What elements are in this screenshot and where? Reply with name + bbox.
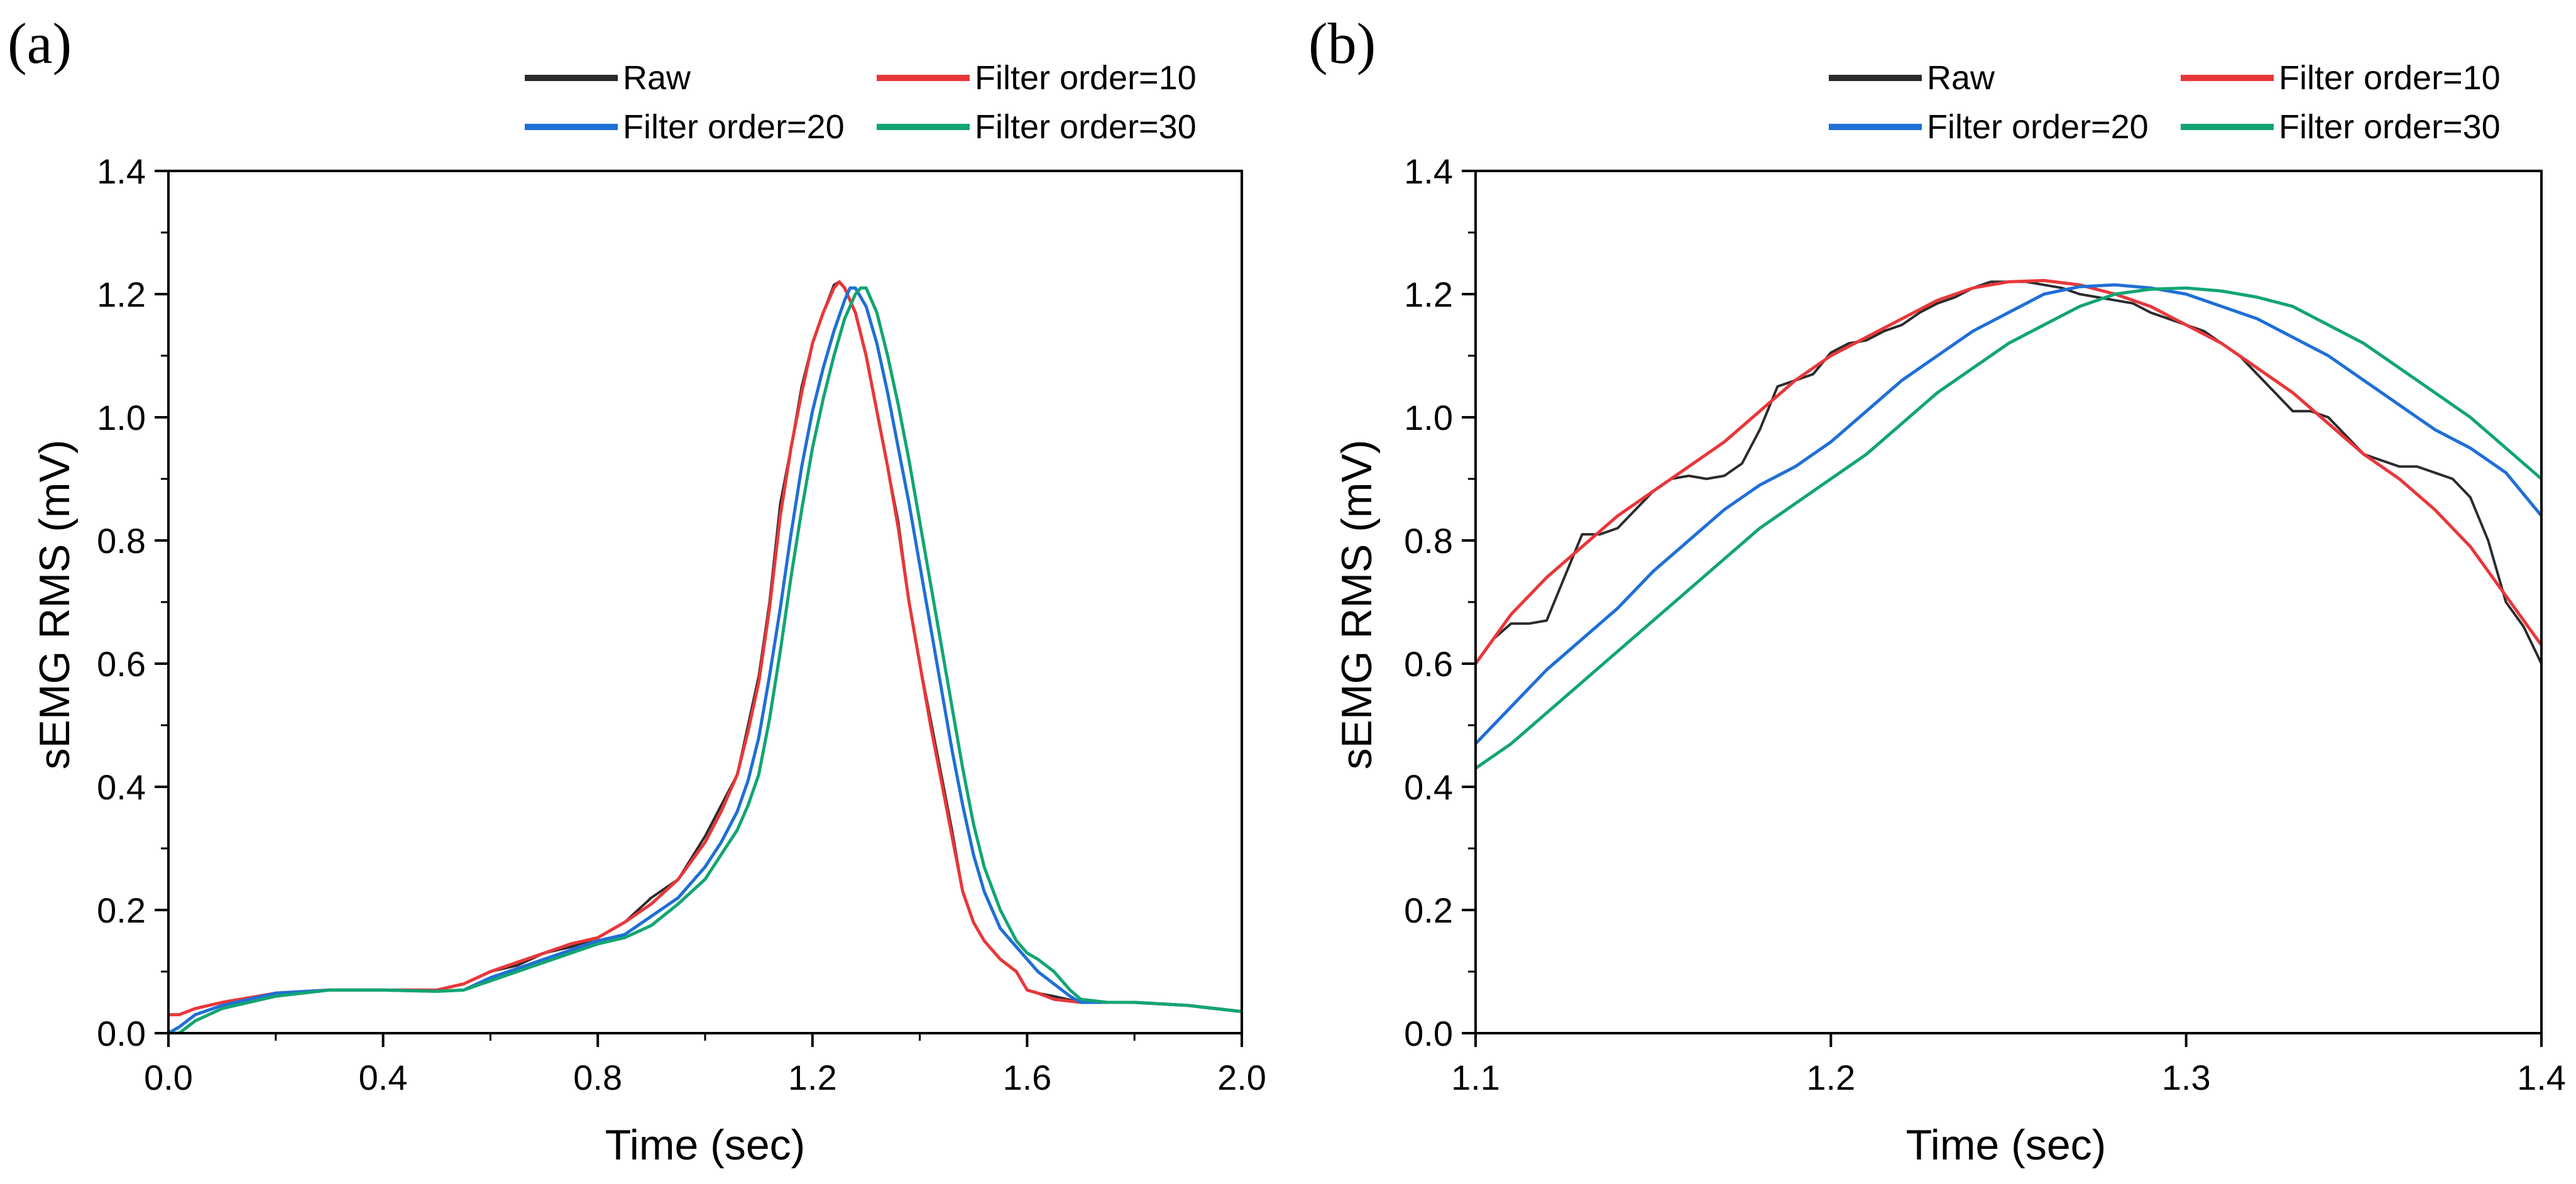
x-tick-label: 1.2 [788,1058,837,1097]
y-tick-label: 1.4 [1404,151,1453,191]
series-line-1 [168,280,1242,1016]
y-axis-title: sEMG RMS (mV) [31,439,79,769]
series-line-1 [1476,280,2541,665]
y-tick-label: 0.6 [1404,644,1453,684]
x-axis-title: Time (sec) [1906,1121,2107,1169]
y-tick-label: 0.0 [97,1014,146,1053]
y-tick-label: 0.2 [97,891,146,930]
y-tick-label: 0.8 [1404,521,1453,561]
legend-label: Raw [1927,59,1995,97]
y-tick-label: 0.2 [1404,891,1453,930]
x-tick-label: 1.1 [1451,1058,1500,1097]
y-tick-label: 0.8 [97,521,146,561]
x-tick-label: 0.0 [144,1058,193,1097]
series-line-2 [1476,278,2541,666]
series-group [168,280,1242,1033]
chart-panel-b: (b) Time (sec) sEMG RMS (mV) 1.1 1.2 1.3 1.… [1308,11,2566,1169]
series-group [1476,278,2541,770]
series-line-2 [168,280,1242,1017]
legend-label: Filter order=20 [1927,108,2149,146]
y-tick-label: 0.4 [1404,767,1453,807]
y-tick-label: 1.2 [97,275,146,314]
legend-label: Filter order=30 [975,108,1197,146]
series-line-4 [1476,286,2541,770]
x-tick-label: 0.8 [573,1058,622,1097]
x-tick-label: 1.3 [2162,1058,2211,1097]
series-line-3 [1476,283,2541,745]
x-tick-label: 1.4 [2517,1058,2566,1097]
legend-label: Raw [623,59,691,97]
y-tick-label: 1.4 [97,151,146,191]
legend-label: Filter order=10 [2279,59,2501,97]
legend-label: Filter order=20 [623,108,845,146]
series-line-4 [168,286,1242,1033]
y-tick-label: 0.4 [97,767,146,807]
series-line-3 [168,286,1242,1033]
legend: Raw Filter order=10 Filter order=20 Filter … [525,59,1197,146]
plot-frame [1474,170,2543,1034]
y-tick-label: 0.0 [1404,1014,1453,1053]
y-axis-title: sEMG RMS (mV) [1333,439,1381,769]
x-axis-title: Time (sec) [605,1121,806,1169]
x-tick-label: 1.2 [1806,1058,1855,1097]
legend-label: Filter order=30 [2279,108,2501,146]
panel-label: (b) [1308,11,1376,75]
panel-label: (a) [8,11,72,75]
legend: Raw Filter order=10 Filter order=20 Filter … [1829,59,2501,146]
y-tick-label: 1.2 [1404,275,1453,314]
x-tick-label: 2.0 [1217,1058,1266,1097]
chart-panel-a: (a) Time (sec) sEMG RMS (mV) 0.0 0.4 0.8 1.… [8,11,1266,1169]
y-tick-label: 1.0 [1404,398,1453,437]
y-tick-label: 0.6 [97,644,146,684]
y-tick-label: 1.0 [97,398,146,437]
x-tick-label: 1.6 [1002,1058,1051,1097]
x-tick-label: 0.4 [359,1058,408,1097]
legend-label: Filter order=10 [975,59,1197,97]
plot-frame [167,170,1243,1034]
